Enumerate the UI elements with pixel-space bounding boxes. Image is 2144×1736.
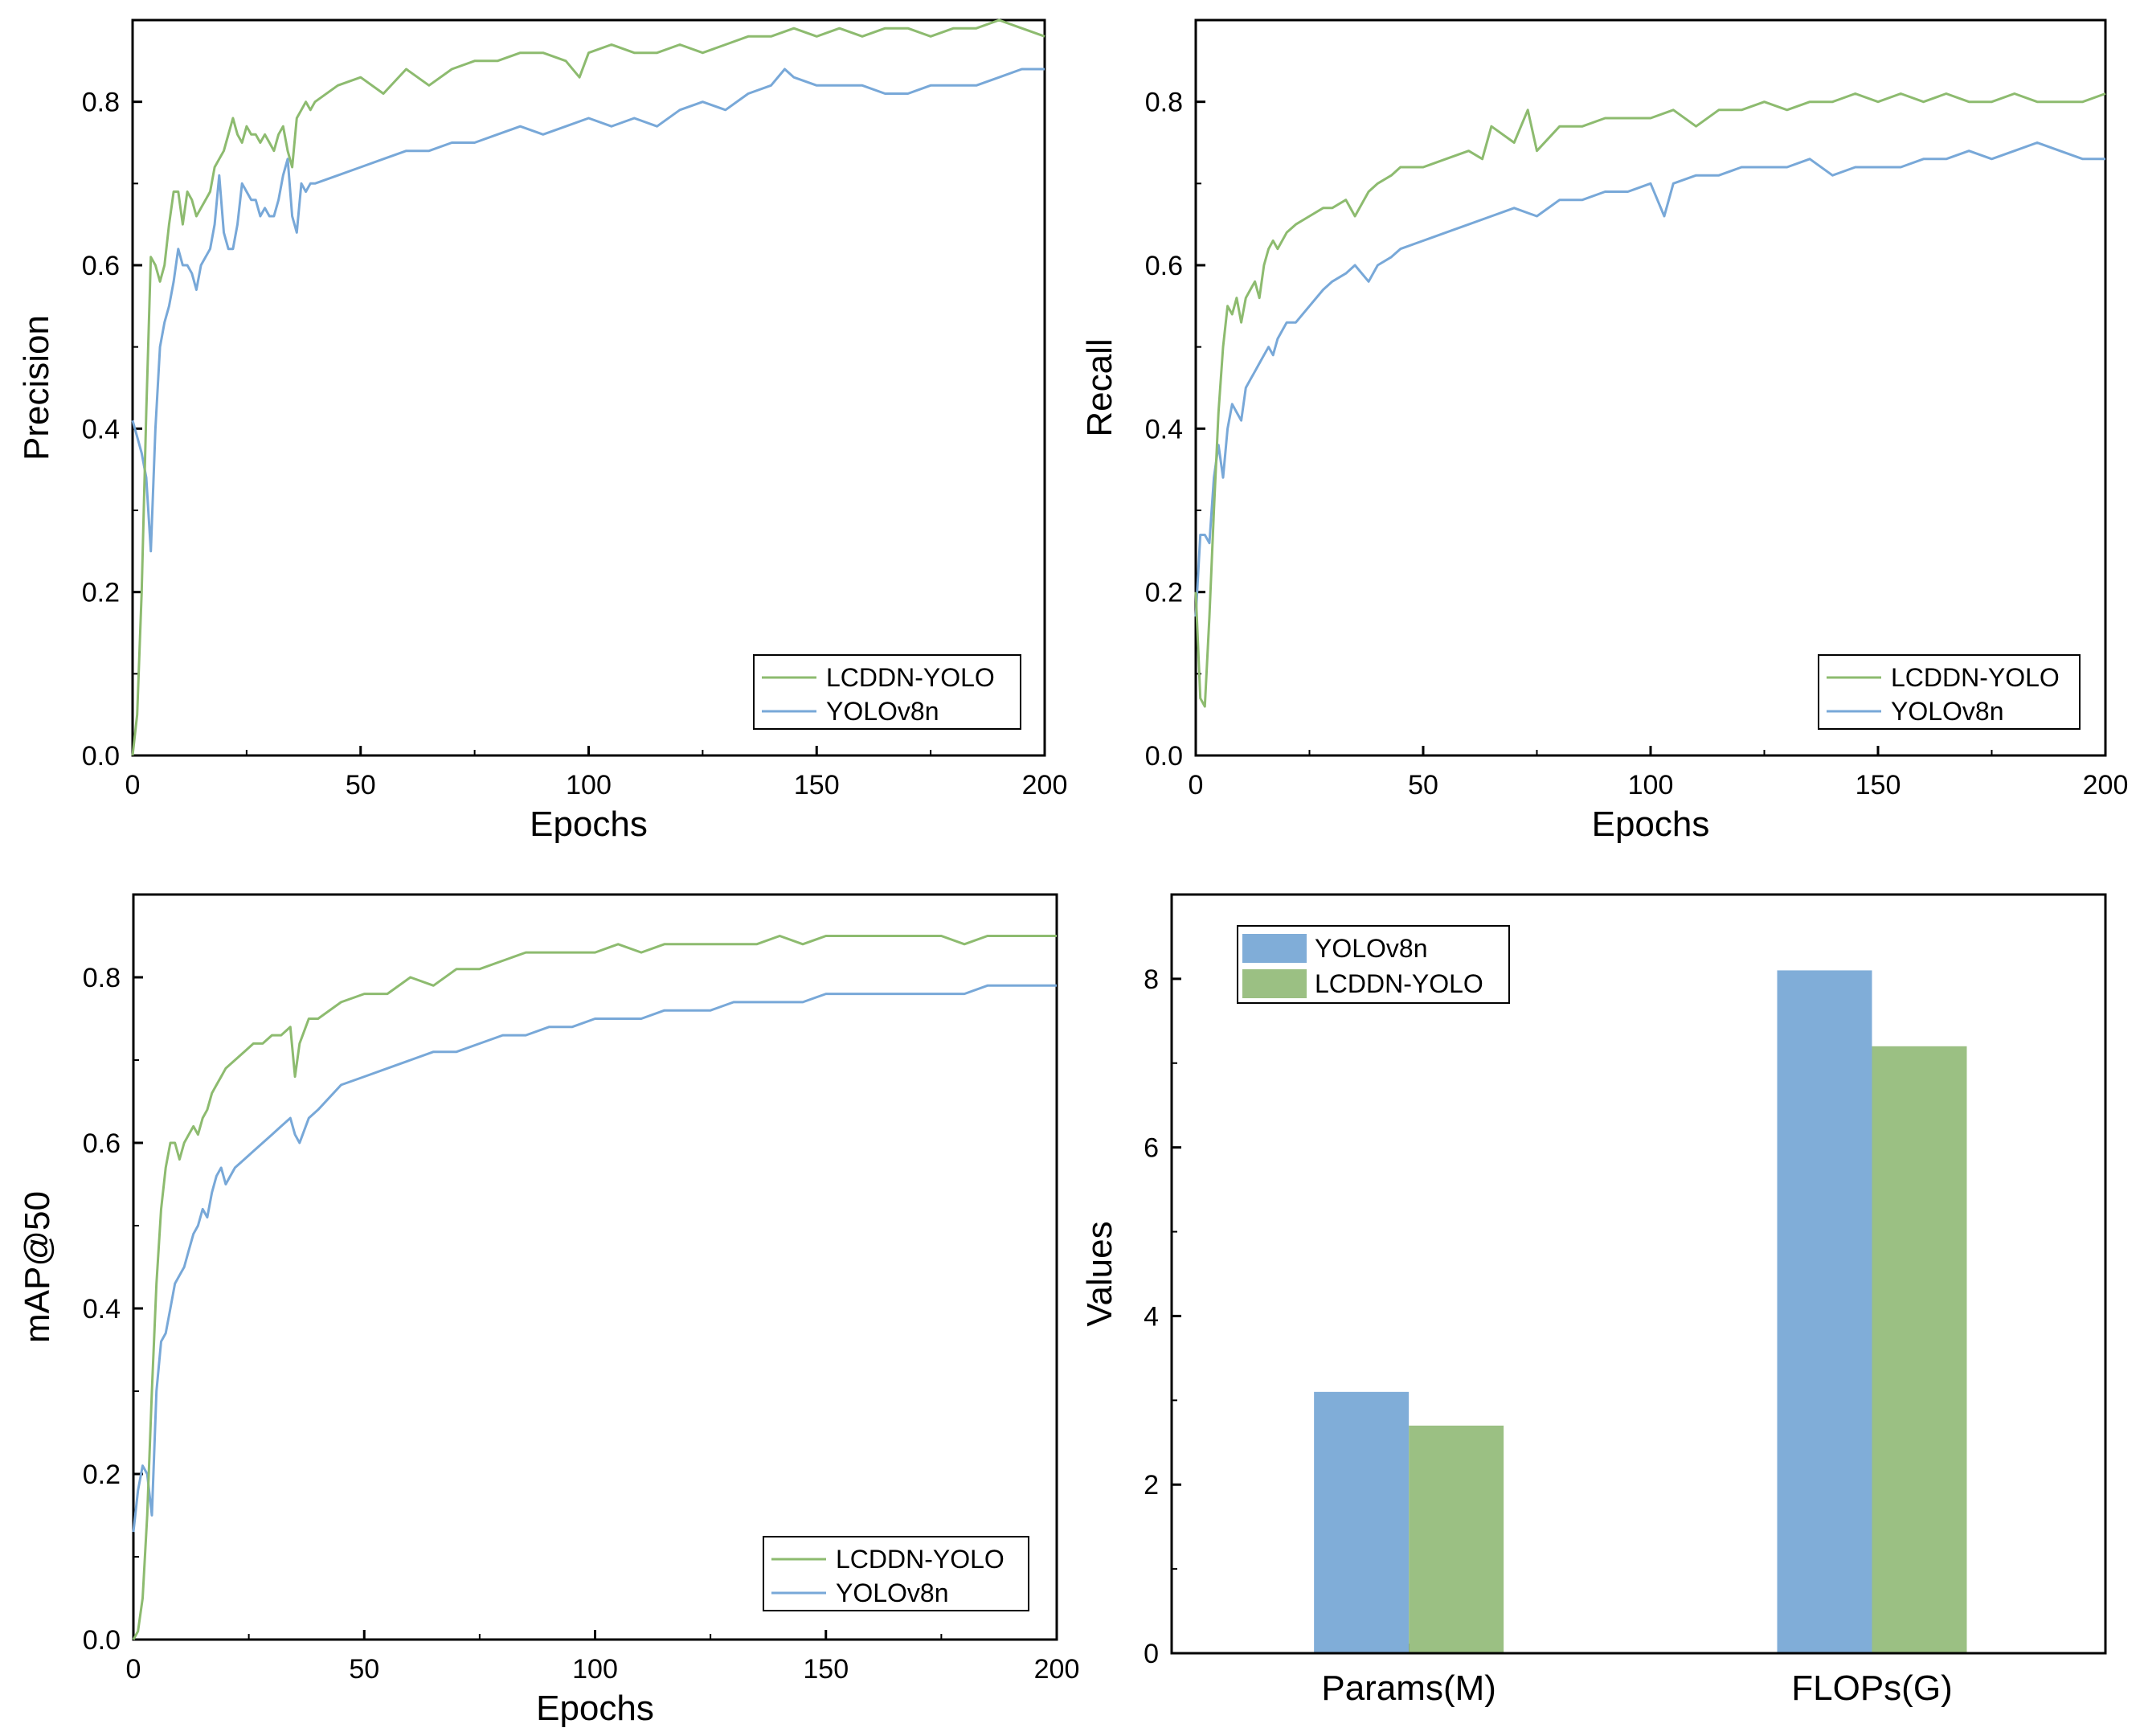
legend-label: YOLOv8n	[836, 1578, 949, 1607]
y-tick-label: 0.8	[1145, 88, 1183, 118]
legend-box	[1818, 654, 2081, 730]
bar-lcddn-yolo	[1409, 1425, 1504, 1653]
x-tick-label: 150	[803, 1654, 849, 1685]
y-tick-label: 0.8	[83, 963, 121, 993]
y-tick-label: 6	[1144, 1133, 1159, 1164]
legend-label: LCDDN-YOLO	[826, 663, 995, 692]
y-tick-label: 0.4	[83, 1294, 121, 1325]
y-tick-label: 0.2	[82, 578, 120, 608]
map50-chart: 0.0 0.2 0.4 0.6 0.8 0 50 100 150 200 Epochs mAP@50 L…	[18, 893, 1080, 1728]
legend-box	[763, 1536, 1029, 1611]
plot-frame	[132, 893, 1058, 1641]
legend-label: YOLOv8n	[826, 697, 939, 726]
y-axis-title: Precision	[17, 315, 56, 461]
legend-swatch	[1242, 969, 1307, 998]
y-tick-label: 0.6	[1145, 251, 1183, 281]
y-tick-label: 0.0	[1145, 741, 1183, 772]
x-axis-title: Epochs	[1592, 805, 1710, 844]
y-axis-title: mAP@50	[18, 1191, 57, 1343]
x-category-label: FLOPs(G)	[1791, 1668, 1952, 1708]
legend-box	[753, 654, 1021, 730]
y-tick-label: 0.2	[1145, 578, 1183, 608]
x-tick-label: 200	[2083, 770, 2129, 800]
y-tick-label: 0.8	[82, 88, 120, 118]
y-tick-label: 2	[1144, 1470, 1159, 1501]
legend-label: LCDDN-YOLO	[836, 1545, 1004, 1574]
x-tick-label: 50	[349, 1654, 379, 1685]
y-tick-label: 0.0	[83, 1625, 121, 1656]
x-tick-label: 100	[566, 770, 612, 800]
x-tick-label: 150	[794, 770, 840, 800]
recall-chart: 0.0 0.2 0.4 0.6 0.8 0 50 100 150 200 Epochs Recall L…	[1080, 18, 2129, 844]
x-tick-label: 150	[1856, 770, 1901, 800]
legend-label: LCDDN-YOLO	[1891, 663, 2060, 692]
bar-lcddn-yolo	[1872, 1046, 1967, 1653]
legend-label: LCDDN-YOLO	[1315, 969, 1483, 998]
legend: LCDDN-YOLO YOLOv8n	[763, 1536, 1029, 1611]
y-tick-label: 4	[1144, 1301, 1159, 1332]
series-line-lcddn-yolo	[132, 935, 1057, 1640]
bar-yolov8n	[1777, 970, 1872, 1653]
x-tick-label: 200	[1022, 770, 1068, 800]
series-line-yolov8n	[132, 984, 1057, 1533]
y-tick-label: 8	[1144, 964, 1159, 995]
legend: YOLOv8n LCDDN-YOLO	[1237, 925, 1510, 1004]
legend-label: YOLOv8n	[1891, 697, 2004, 726]
y-tick-label: 0	[1144, 1639, 1159, 1669]
series-line-yolov8n	[1194, 141, 2105, 617]
x-tick-label: 0	[125, 770, 141, 800]
legend-label: YOLOv8n	[1315, 934, 1428, 963]
legend-swatch	[1242, 934, 1307, 963]
params-flops-bar-chart: 0 2 4 6 8 Params(M) FLOPs(G) Values YOLOv8n LCDDN…	[1080, 893, 2107, 1708]
x-tick-label: 50	[1408, 770, 1438, 800]
plot-frame	[1194, 18, 2107, 757]
plot-frame	[131, 18, 1046, 757]
precision-chart: 0.0 0.2 0.4 0.6 0.8 0 50 100 150 200 Epochs Precisi…	[17, 18, 1068, 844]
series-line-lcddn-yolo	[1194, 92, 2106, 708]
x-tick-label: 0	[1189, 770, 1204, 800]
x-tick-label: 100	[1628, 770, 1674, 800]
y-axis-title: Recall	[1080, 338, 1119, 436]
x-axis-title: Epochs	[536, 1689, 654, 1728]
bar-yolov8n	[1314, 1391, 1410, 1653]
legend: LCDDN-YOLO YOLOv8n	[753, 654, 1021, 730]
x-tick-label: 0	[126, 1654, 141, 1685]
series-line-lcddn-yolo	[131, 18, 1045, 756]
x-tick-label: 200	[1034, 1654, 1080, 1685]
x-tick-label: 100	[572, 1654, 618, 1685]
series-line-yolov8n	[131, 68, 1045, 553]
x-category-label: Params(M)	[1321, 1668, 1496, 1708]
y-tick-label: 0.4	[1145, 414, 1183, 444]
y-tick-label: 0.0	[82, 741, 120, 772]
y-axis-title: Values	[1080, 1221, 1119, 1326]
y-tick-label: 0.6	[82, 251, 120, 281]
legend: LCDDN-YOLO YOLOv8n	[1818, 654, 2081, 730]
x-tick-label: 50	[346, 770, 376, 800]
y-tick-label: 0.2	[83, 1460, 121, 1490]
y-tick-label: 0.6	[83, 1128, 121, 1159]
x-axis-title: Epochs	[530, 805, 648, 844]
y-tick-label: 0.4	[82, 414, 120, 444]
